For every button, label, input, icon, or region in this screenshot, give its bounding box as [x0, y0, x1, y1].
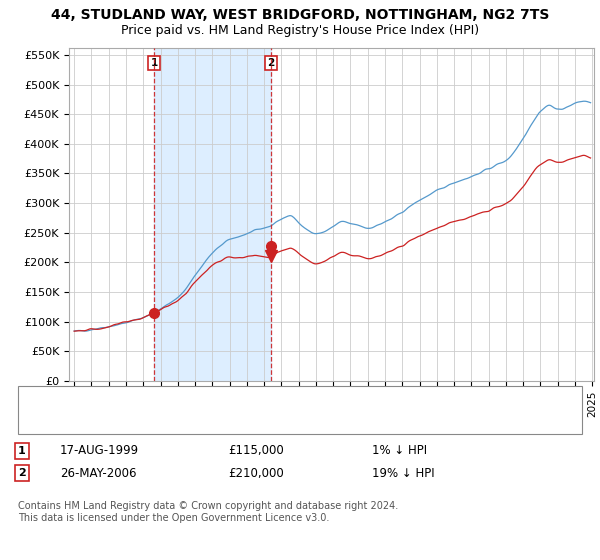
- Text: 1: 1: [18, 446, 26, 456]
- Text: 44, STUDLAND WAY, WEST BRIDGFORD, NOTTINGHAM, NG2 7TS: 44, STUDLAND WAY, WEST BRIDGFORD, NOTTIN…: [51, 8, 549, 22]
- Text: 19% ↓ HPI: 19% ↓ HPI: [372, 466, 434, 480]
- Bar: [154, 48, 271, 381]
- Text: 44, STUDLAND WAY, WEST BRIDGFORD, NOTTINGHAM, NG2 7TS (detached house): 44, STUDLAND WAY, WEST BRIDGFORD, NOTTIN…: [60, 395, 489, 405]
- Text: Price paid vs. HM Land Registry's House Price Index (HPI): Price paid vs. HM Land Registry's House …: [121, 24, 479, 37]
- Text: Contains HM Land Registry data © Crown copyright and database right 2024.
This d: Contains HM Land Registry data © Crown c…: [18, 501, 398, 523]
- Text: 1: 1: [151, 58, 158, 68]
- Text: 17-AUG-1999: 17-AUG-1999: [60, 444, 139, 458]
- Text: 26-MAY-2006: 26-MAY-2006: [60, 466, 137, 480]
- Text: 1% ↓ HPI: 1% ↓ HPI: [372, 444, 427, 458]
- Text: 2: 2: [267, 58, 275, 68]
- Text: £210,000: £210,000: [228, 466, 284, 480]
- Text: HPI: Average price, detached house, Rushcliffe: HPI: Average price, detached house, Rush…: [60, 416, 304, 426]
- Text: £115,000: £115,000: [228, 444, 284, 458]
- Text: 2: 2: [18, 468, 26, 478]
